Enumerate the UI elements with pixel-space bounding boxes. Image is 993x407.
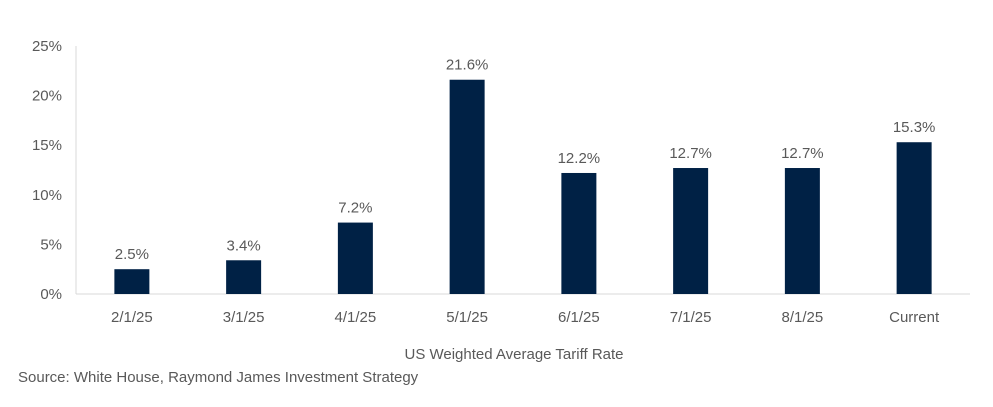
bar [673,168,709,294]
x-tick-label: 6/1/25 [558,309,600,326]
data-label: 2.5% [115,246,149,263]
data-label: 3.4% [227,237,261,254]
x-tick-label: 4/1/25 [335,309,377,326]
y-tick-label: 15% [32,137,62,154]
bar [226,260,262,294]
data-label: 7.2% [338,200,372,217]
data-labels: 2.5% 3.4% 7.2% 21.6% 12.2% 12.7% 12.7% 15.3% [115,57,936,263]
y-tick-label: 5% [40,236,62,253]
x-tick-label: 8/1/25 [782,309,824,326]
bar [784,168,820,294]
x-axis-title: US Weighted Average Tariff Rate [404,346,623,363]
data-label: 12.7% [781,145,824,162]
bar [896,142,932,294]
source-note: Source: White House, Raymond James Inves… [18,369,419,386]
data-label: 12.2% [558,150,601,167]
x-tick-label: 3/1/25 [223,309,265,326]
bar [114,269,150,294]
y-tick-label: 20% [32,88,62,105]
y-tick-label: 10% [32,187,62,204]
y-axis: 0% 5% 10% 15% 20% 25% [32,38,77,303]
bars [114,79,932,294]
x-tick-label: 5/1/25 [446,309,488,326]
bar [449,79,485,294]
x-tick-label: Current [889,309,940,326]
x-tick-label: 2/1/25 [111,309,153,326]
y-tick-label: 0% [40,286,62,303]
data-label: 15.3% [893,119,936,136]
data-label: 21.6% [446,57,489,74]
bar [561,172,597,294]
y-tick-label: 25% [32,38,62,55]
data-label: 12.7% [669,145,712,162]
x-axis: 2/1/25 3/1/25 4/1/25 5/1/25 6/1/25 7/1/25 8/1/… [76,293,970,326]
x-tick-label: 7/1/25 [670,309,712,326]
bar [337,222,373,294]
